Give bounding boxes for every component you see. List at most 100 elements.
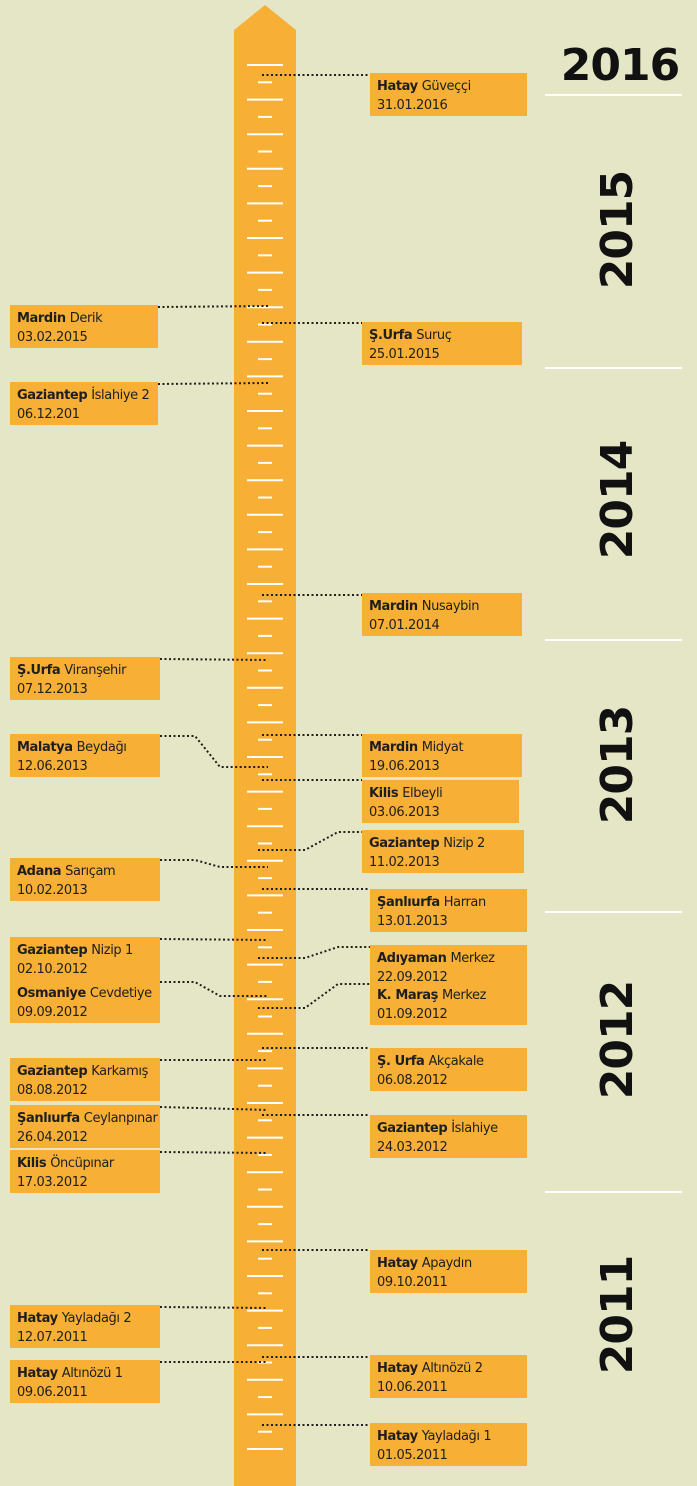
event-place: Nizip 1: [91, 943, 133, 958]
event-date: 10.02.2013: [17, 883, 88, 898]
event-place: Yayladağı 2: [61, 1311, 131, 1326]
event-box: [10, 1058, 160, 1101]
event-place: İslahiye: [451, 1120, 498, 1136]
event-place: Viranşehir: [64, 663, 127, 678]
event-box: [10, 734, 160, 777]
event-box: [362, 593, 522, 636]
event-title: Gaziantep İslahiye: [377, 1120, 498, 1136]
event-date: 13.01.2013: [377, 914, 448, 929]
connector: [258, 946, 370, 959]
event-date: 03.06.2013: [369, 805, 440, 820]
event-place: Merkez: [450, 951, 495, 966]
connector: [159, 938, 269, 941]
event-date: 10.06.2011: [377, 1380, 448, 1395]
event-box: [362, 322, 522, 365]
event-title: Kilis Elbeyli: [369, 786, 442, 801]
event-box: [10, 1105, 160, 1148]
event-title: Gaziantep Nizip 1: [17, 943, 133, 958]
event-title: K. Maraş Merkez: [377, 988, 487, 1003]
event-city: Şanlıurfa: [17, 1111, 80, 1126]
event-date: 09.09.2012: [17, 1005, 87, 1020]
event-box: [370, 889, 527, 932]
event-place: Nizip 2: [443, 836, 485, 851]
event-date: 09.10.2011: [377, 1275, 448, 1290]
event-box: [10, 305, 158, 348]
event-place: Apaydın: [422, 1256, 472, 1271]
event-date: 06.08.2012: [377, 1073, 447, 1088]
event-box: [370, 1423, 527, 1466]
event-box: [370, 73, 527, 116]
event-box: [370, 1115, 527, 1158]
event-title: Hatay Güveççi: [377, 79, 471, 94]
event-box: [370, 1048, 527, 1091]
event-date: 02.10.2012: [17, 962, 87, 977]
event-city: Ş.Urfa: [17, 663, 60, 678]
event-title: Şanlıurfa Ceylanpınar: [17, 1111, 158, 1126]
event-city: Gaziantep: [369, 836, 439, 851]
event-date: 07.12.2013: [17, 682, 88, 697]
event-city: Adıyaman: [377, 951, 447, 966]
event-title: Mardin Midyat: [369, 740, 463, 755]
event-date: 17.03.2012: [17, 1175, 87, 1190]
year-label: 2011: [592, 1256, 643, 1374]
event-date: 09.06.2011: [17, 1385, 88, 1400]
event-place: Merkez: [442, 988, 487, 1003]
connector: [159, 1306, 269, 1309]
event-title: Ş.Urfa Viranşehir: [17, 663, 127, 678]
event-place: Suruç: [416, 328, 451, 343]
timeline-bar: [234, 5, 296, 1486]
event-date: 26.04.2012: [17, 1130, 87, 1145]
event-title: Hatay Yayladağı 2: [17, 1311, 131, 1326]
event-box: [370, 1250, 527, 1293]
event-place: Derik: [70, 311, 103, 326]
event-title: Mardin Nusaybin: [369, 599, 479, 614]
event-date: 12.07.2011: [17, 1330, 88, 1345]
event-date: 12.06.2013: [17, 759, 88, 774]
event-place: Beydağı: [77, 740, 127, 755]
event-title: Ş.Urfa Suruç: [369, 328, 452, 343]
event-box: [370, 982, 527, 1025]
event-title: Adana Sarıçam: [17, 864, 115, 879]
event-place: Harran: [444, 895, 486, 910]
event-date: 07.01.2014: [369, 618, 440, 633]
event-place: Altınözü 2: [422, 1361, 483, 1376]
event-title: Şanlıurfa Harran: [377, 895, 486, 910]
event-city: Hatay: [377, 1256, 419, 1271]
connector: [258, 831, 362, 851]
event-place: Ceylanpınar: [84, 1111, 159, 1126]
event-city: Hatay: [377, 1429, 419, 1444]
event-box: [10, 1305, 160, 1348]
connector: [157, 382, 269, 385]
event-place: Altınözü 1: [62, 1366, 123, 1381]
event-place: Cevdetiye: [90, 986, 152, 1001]
event-title: Adıyaman Merkez: [377, 951, 495, 966]
event-city: Malatya: [17, 740, 73, 755]
event-title: Hatay Yayladağı 1: [377, 1429, 491, 1444]
event-title: Malatya Beydağı: [17, 740, 127, 755]
event-box: [10, 858, 160, 901]
year-label: 2014: [592, 441, 643, 559]
event-date: 06.12.201: [17, 407, 80, 422]
event-date: 08.08.2012: [17, 1083, 87, 1098]
event-box: [362, 780, 519, 823]
connector: [159, 1151, 269, 1154]
event-city: Mardin: [369, 599, 418, 614]
event-city: Şanlıurfa: [377, 895, 440, 910]
event-city: Hatay: [17, 1366, 59, 1381]
event-title: Hatay Altınözü 2: [377, 1361, 483, 1376]
event-box: [370, 945, 527, 988]
event-city: Gaziantep: [17, 943, 87, 958]
year-label: 2012: [592, 981, 643, 1099]
year-label: 2016: [561, 40, 679, 91]
event-place: Sarıçam: [65, 864, 115, 879]
event-title: Osmaniye Cevdetiye: [17, 986, 152, 1001]
event-city: Mardin: [17, 311, 66, 326]
event-box: [10, 980, 160, 1023]
connector: [157, 305, 269, 308]
event-title: Kilis Öncüpınar: [17, 1154, 115, 1171]
event-box: [362, 734, 522, 777]
event-city: Ş. Urfa: [377, 1054, 424, 1069]
connector: [258, 983, 370, 1009]
event-date: 25.01.2015: [369, 347, 440, 362]
